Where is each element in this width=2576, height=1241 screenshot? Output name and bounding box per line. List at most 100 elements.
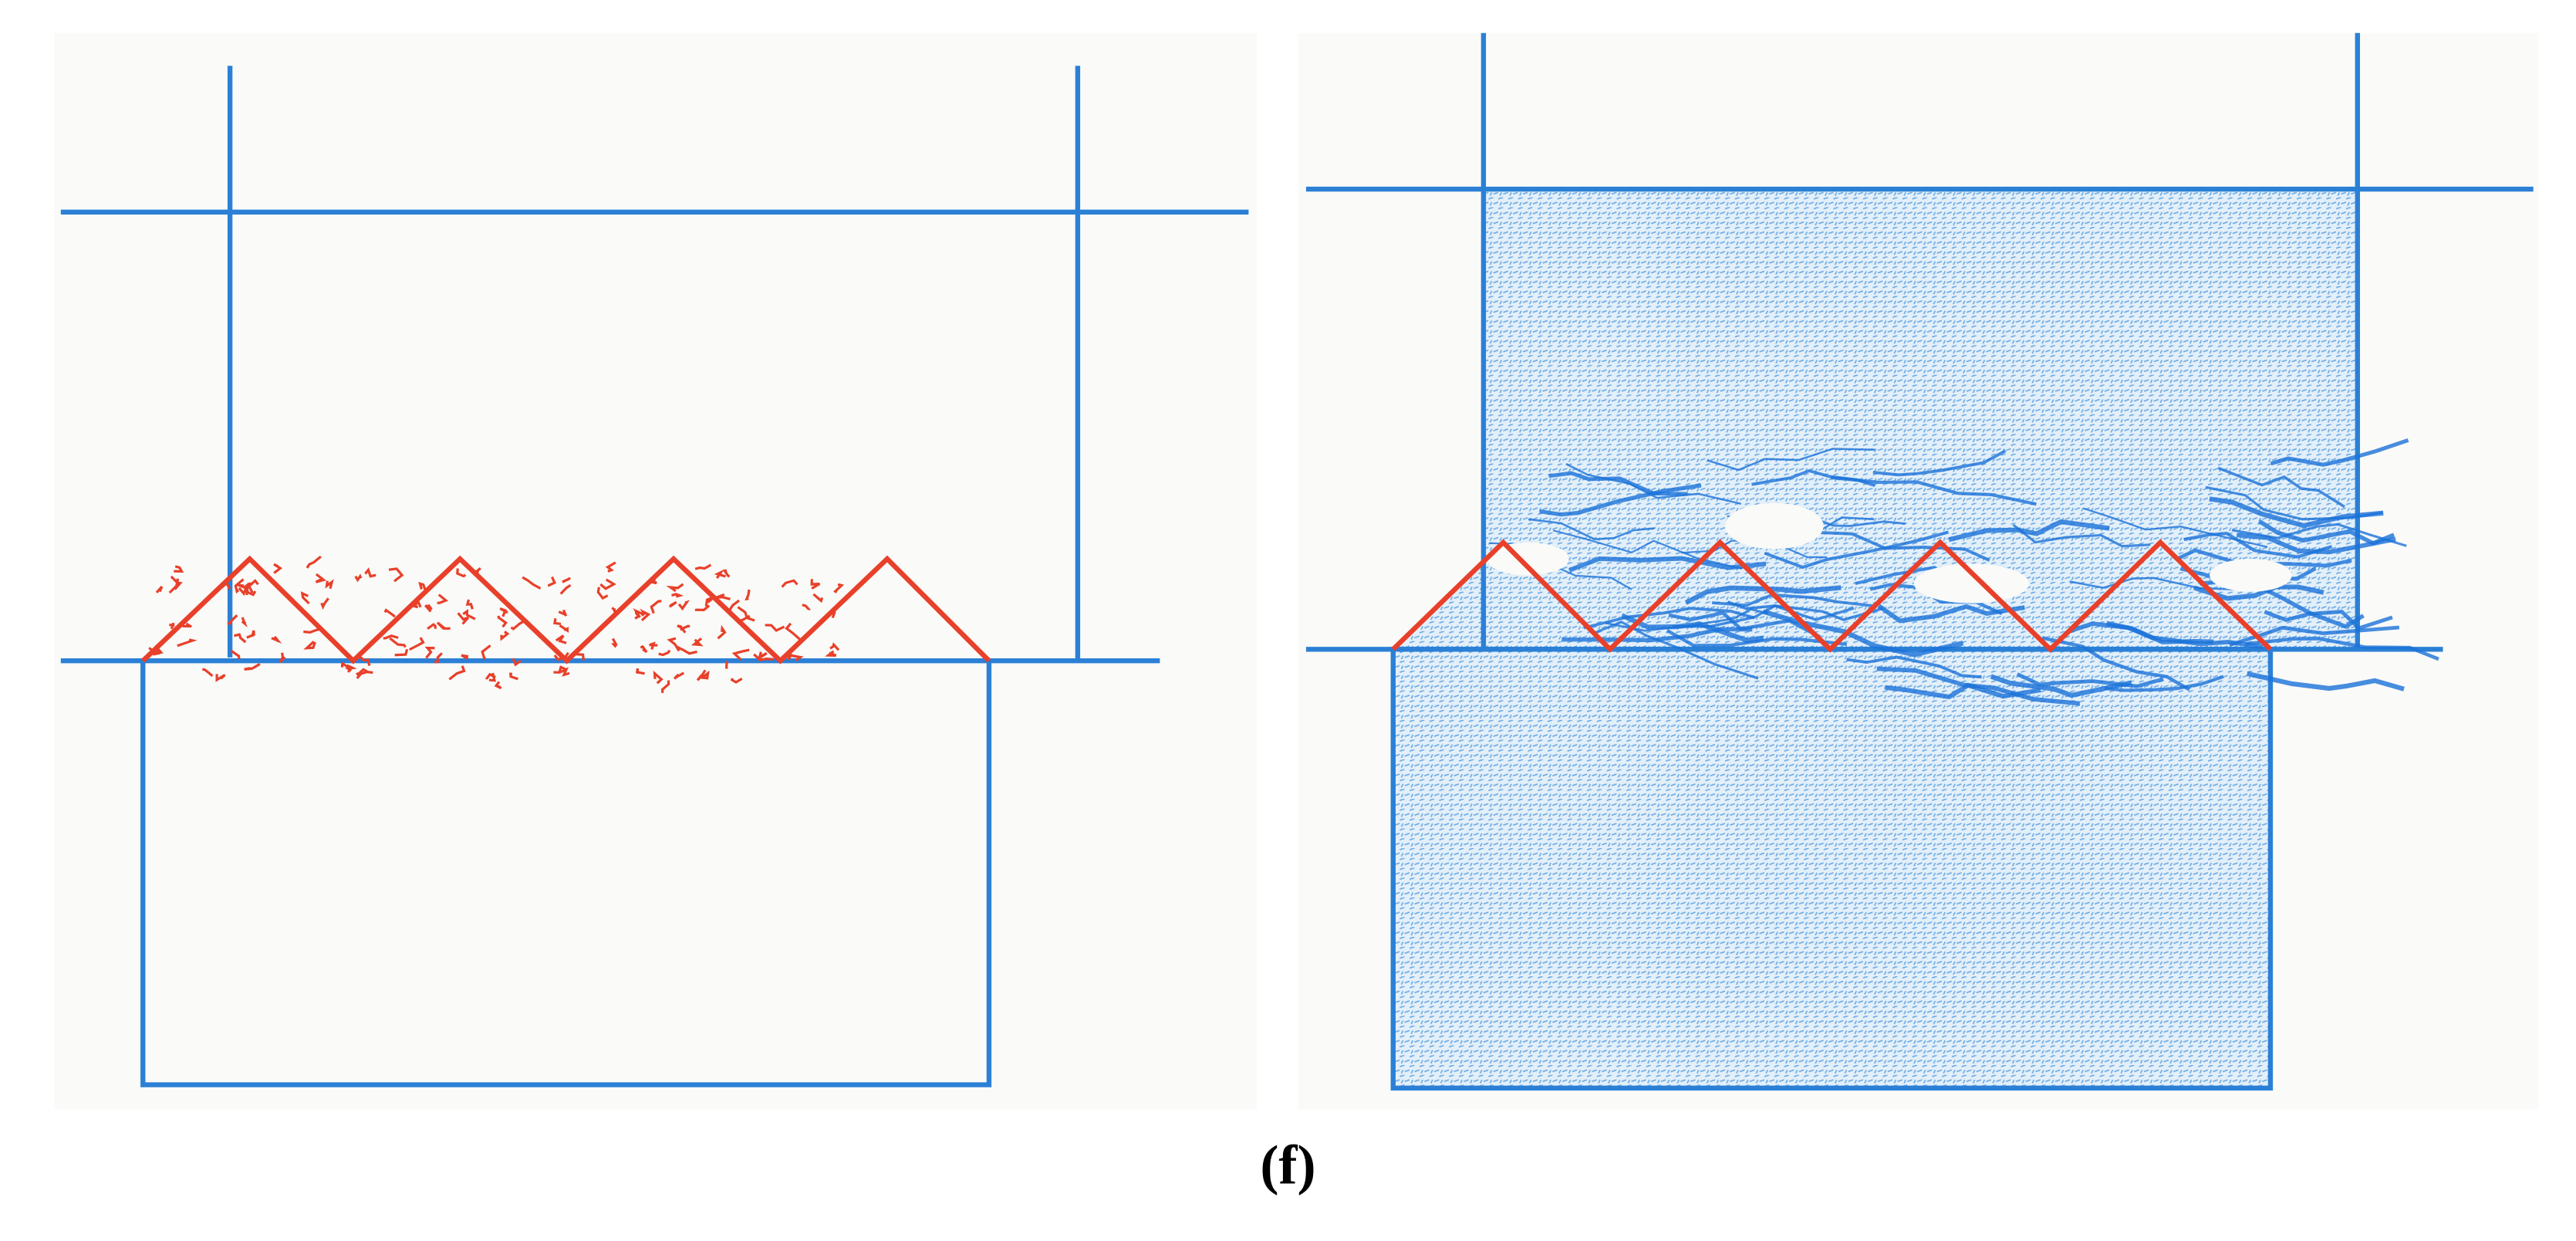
crack-debris (481, 644, 491, 660)
crack-debris (246, 630, 255, 639)
crack-debris (169, 622, 175, 630)
crack-debris (325, 579, 334, 590)
crack-debris (320, 597, 329, 610)
force-chain (2231, 522, 2407, 547)
force-chain (2082, 507, 2268, 548)
crack-debris (279, 652, 286, 664)
crack-debris (461, 654, 469, 660)
left-teeth (141, 555, 991, 664)
caption: (f) (1260, 1133, 1315, 1195)
crack-debris (465, 599, 474, 610)
right-teeth (1391, 539, 2273, 653)
force-chain (1846, 655, 1982, 679)
force-chain (2016, 672, 2164, 688)
crack-debris (802, 604, 811, 611)
crack-debris (300, 591, 310, 604)
force-chain (1885, 682, 2041, 700)
crack-debris (640, 644, 648, 654)
crack-debris (680, 624, 690, 631)
crack-debris (271, 635, 282, 644)
crack-debris (731, 648, 750, 661)
crack-debris (694, 604, 711, 611)
crack-debris (244, 663, 261, 671)
crack-debris (388, 567, 404, 583)
crack-debris (555, 634, 567, 644)
force-chain (1830, 475, 2037, 506)
crack-debris (753, 653, 774, 662)
crack-debris (649, 641, 658, 650)
force-chain (2183, 531, 2333, 559)
crack-debris (558, 609, 568, 617)
crack-debris (696, 669, 707, 681)
force-chain (1990, 674, 2132, 698)
crack-debris (825, 650, 837, 657)
force-chain (2209, 496, 2384, 529)
crack-debris (155, 586, 164, 593)
crack-debris (757, 651, 768, 661)
crack-debris (653, 670, 663, 685)
crack-debris (364, 567, 376, 578)
force-chain (2068, 621, 2214, 644)
crack-debris (704, 595, 715, 607)
force-chain (2012, 523, 2151, 548)
crack-debris (522, 576, 542, 590)
crack-debris (434, 652, 443, 664)
force-chain (1593, 620, 1759, 680)
crack-debris (245, 590, 257, 597)
force-chain (1751, 468, 1876, 488)
crack-debris (344, 664, 357, 672)
crack-debris (234, 633, 247, 644)
crack-debris (666, 583, 684, 593)
crack-debris (722, 569, 731, 578)
crack-debris (829, 642, 840, 651)
crack-debris (457, 612, 470, 625)
crack-debris (202, 668, 214, 678)
crack-debris (394, 648, 409, 657)
crack-debris (273, 563, 283, 574)
crack-debris (424, 604, 433, 613)
force-chain (2041, 636, 2191, 692)
crack-debris (559, 667, 570, 677)
crack-debris (833, 583, 845, 593)
lower-particles (1393, 649, 2270, 1088)
crack-debris (448, 665, 466, 681)
crack-debris (315, 573, 326, 583)
upper-box-edge (1481, 187, 2359, 651)
force-chain (1605, 608, 1769, 632)
force-chain (1872, 449, 2007, 477)
crack-debris (230, 649, 241, 660)
crack-debris (409, 637, 425, 651)
crack-debris (456, 568, 467, 578)
crack-debris (488, 672, 497, 682)
crack-debris (559, 583, 572, 595)
crack-debris (677, 600, 690, 611)
crack-debris (725, 661, 728, 669)
crack-debris (177, 638, 198, 648)
crack-debris (701, 670, 710, 680)
force-chain (1528, 518, 1655, 541)
gap (2210, 559, 2292, 592)
force-chain (2217, 466, 2345, 509)
crack-debris (155, 644, 164, 654)
crack-debris (303, 628, 319, 634)
crack-debris (497, 615, 508, 628)
crack-debris (306, 555, 322, 569)
crack-debris (610, 637, 618, 648)
crack-debris (660, 680, 670, 693)
crack-debris (658, 649, 671, 657)
force-chain (1684, 585, 1842, 605)
crack-debris (245, 582, 252, 592)
crack-debris (553, 665, 566, 674)
crack-debris (765, 624, 785, 632)
crack-debris (559, 624, 569, 633)
crack-debris (436, 621, 451, 631)
crack-debris (182, 622, 192, 628)
crack-debris (547, 576, 557, 587)
crack-debris (170, 575, 183, 590)
force-chain (1707, 448, 1875, 472)
crack-debris (462, 608, 476, 620)
crack-debris (562, 577, 572, 583)
force-chain (1808, 530, 1990, 562)
crack-debris (636, 668, 645, 675)
